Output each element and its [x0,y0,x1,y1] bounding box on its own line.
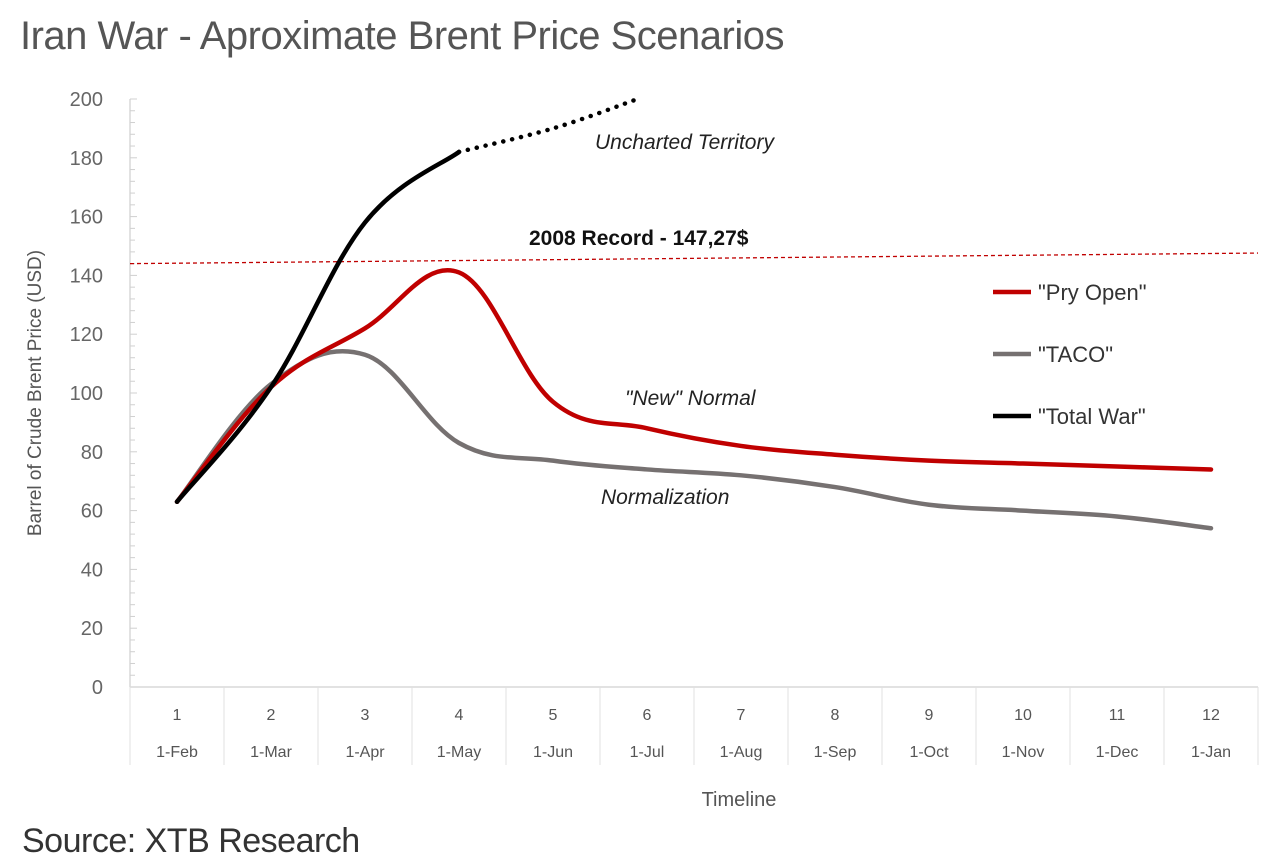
x-tick-label: 7 [737,707,746,724]
y-tick-label: 20 [81,618,103,640]
x-date-label: 1-Apr [345,744,385,761]
x-date-label: 1-Dec [1096,744,1139,761]
legend-label: "Pry Open" [1038,280,1147,305]
x-date-label: 1-Nov [1002,744,1045,761]
y-tick-label: 120 [70,324,103,346]
x-tick-label: 11 [1109,707,1126,724]
series-line-pry-open [174,268,1214,505]
x-tick-label: 1 [173,707,182,724]
annotation-label: "New" Normal [625,387,757,410]
x-tick-label: 9 [925,707,934,724]
x-date-label: 1-Aug [720,744,763,761]
x-tick-label: 8 [831,707,840,724]
series-line-taco [174,349,1214,531]
y-tick-label: 0 [92,677,103,699]
x-tick-label: 3 [361,707,370,724]
record-label: 2008 Record - 147,27$ [529,227,749,250]
x-tick-label: 2 [267,707,276,724]
x-tick-label: 12 [1202,707,1220,724]
annotation-label: Normalization [601,486,729,509]
y-tick-label: 160 [70,207,103,229]
x-axis-title: Timeline [702,789,777,811]
y-tick-label: 140 [70,265,103,287]
legend-label: "Total War" [1038,404,1146,429]
y-tick-label: 200 [70,89,103,111]
x-date-label: 1-Feb [156,744,198,761]
y-tick-label: 60 [81,501,103,523]
x-tick-label: 10 [1014,707,1032,724]
x-date-label: 1-May [437,744,481,761]
chart-title: Iran War - Aproximate Brent Price Scenar… [20,14,784,58]
annotation-label: Uncharted Territory [595,131,775,154]
x-tick-label: 6 [643,707,652,724]
series-line-total-war [174,149,462,505]
x-date-label: 1-Jun [533,744,573,761]
y-axis-title: Barrel of Crude Brent Price (USD) [25,250,46,536]
y-tick-label: 180 [70,148,103,170]
y-tick-label: 80 [81,442,103,464]
x-date-label: 1-Sep [814,744,857,761]
y-tick-label: 100 [70,383,103,405]
x-date-label: 1-Oct [909,744,949,761]
y-tick-label: 40 [81,559,103,581]
x-tick-label: 5 [549,707,558,724]
record-reference-line [129,252,1259,265]
x-date-label: 1-Jan [1191,744,1231,761]
legend-label: "TACO" [1038,342,1113,367]
x-tick-label: 4 [455,707,464,724]
x-date-label: 1-Jul [630,744,665,761]
x-date-label: 1-Mar [250,744,292,761]
source-note: Source: XTB Research [22,822,360,860]
